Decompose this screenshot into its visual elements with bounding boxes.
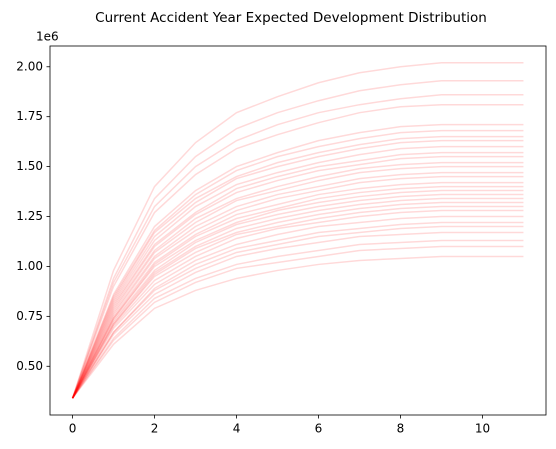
- data-line: [71, 201, 524, 399]
- data-line: [71, 205, 524, 399]
- data-line: [71, 209, 524, 399]
- chart-title: Current Accident Year Expected Developme…: [95, 10, 487, 26]
- x-tick-label: 0: [69, 422, 77, 436]
- data-line: [71, 181, 524, 399]
- data-line: [71, 79, 524, 399]
- data-line: [71, 93, 524, 399]
- data-line: [71, 171, 524, 399]
- data-line: [71, 225, 524, 399]
- data-line: [71, 239, 524, 399]
- data-line: [71, 129, 524, 399]
- plot-frame: [49, 45, 547, 416]
- y-tick-label: 2.00: [16, 59, 43, 73]
- data-line: [71, 231, 524, 399]
- y-tick-label: 0.75: [16, 309, 43, 323]
- data-line: [71, 155, 524, 399]
- data-line: [71, 175, 524, 399]
- data-line: [71, 215, 524, 399]
- x-tick-label: 8: [397, 422, 405, 436]
- y-tick-label: 1.75: [16, 109, 43, 123]
- x-tick-label: 4: [233, 422, 241, 436]
- x-tick-label: 10: [475, 422, 490, 436]
- x-tick-label: 6: [315, 422, 323, 436]
- data-line: [71, 185, 524, 399]
- x-tick-label: 2: [151, 422, 159, 436]
- y-offset-label: 1e6: [36, 30, 59, 44]
- data-line: [71, 193, 524, 399]
- data-line: [71, 161, 524, 399]
- y-tick-label: 1.25: [16, 209, 43, 223]
- data-line: [71, 165, 524, 399]
- data-line: [71, 245, 524, 399]
- data-line: [71, 135, 524, 399]
- data-line: [71, 62, 524, 399]
- data-line: [71, 145, 524, 399]
- y-tick-label: 1.50: [16, 159, 43, 173]
- y-tick-label: 0.50: [16, 359, 43, 373]
- data-line: [71, 103, 524, 399]
- data-line: [71, 197, 524, 399]
- data-line: [71, 123, 524, 399]
- data-line: [71, 151, 524, 399]
- data-line: [71, 221, 524, 399]
- data-line: [71, 255, 524, 399]
- data-line: [71, 139, 524, 399]
- data-line: [71, 189, 524, 399]
- y-tick-label: 1.00: [16, 259, 43, 273]
